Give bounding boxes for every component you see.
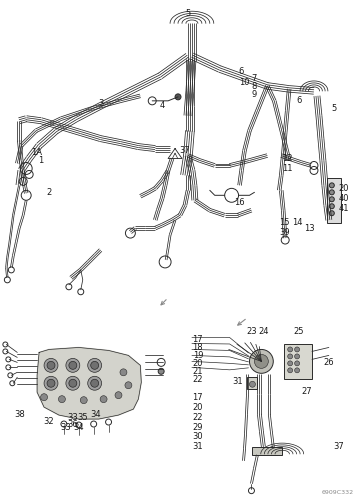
Circle shape bbox=[329, 204, 334, 208]
Circle shape bbox=[295, 347, 300, 352]
Text: 8: 8 bbox=[252, 82, 257, 92]
Text: 40: 40 bbox=[338, 194, 349, 203]
Text: 20: 20 bbox=[193, 359, 203, 368]
Circle shape bbox=[288, 361, 292, 366]
Text: 24: 24 bbox=[258, 327, 269, 336]
Text: 9: 9 bbox=[252, 90, 257, 100]
Bar bbox=[327, 178, 341, 223]
Text: 2: 2 bbox=[46, 188, 52, 197]
Text: 15: 15 bbox=[279, 218, 290, 226]
Circle shape bbox=[254, 354, 268, 368]
Text: 32: 32 bbox=[44, 416, 54, 426]
Circle shape bbox=[69, 380, 77, 387]
Text: 35: 35 bbox=[77, 412, 88, 422]
Text: 20: 20 bbox=[338, 184, 349, 193]
Circle shape bbox=[249, 350, 273, 374]
Text: 11: 11 bbox=[282, 164, 292, 173]
Text: 37: 37 bbox=[333, 442, 344, 452]
Text: 25: 25 bbox=[294, 327, 304, 336]
Text: 7: 7 bbox=[252, 74, 257, 84]
Text: 38: 38 bbox=[14, 410, 25, 418]
Circle shape bbox=[295, 354, 300, 359]
Bar bbox=[248, 378, 257, 389]
Text: 6: 6 bbox=[296, 96, 302, 106]
Text: 10: 10 bbox=[239, 78, 250, 88]
Circle shape bbox=[66, 376, 80, 390]
Text: 34: 34 bbox=[73, 422, 84, 432]
Circle shape bbox=[329, 210, 334, 216]
Circle shape bbox=[329, 190, 334, 195]
Text: 19: 19 bbox=[193, 351, 203, 360]
Text: 13: 13 bbox=[304, 224, 314, 232]
Circle shape bbox=[175, 94, 181, 100]
Text: 6909C332: 6909C332 bbox=[321, 490, 354, 494]
Text: 34: 34 bbox=[90, 410, 101, 418]
Text: 17: 17 bbox=[193, 392, 203, 402]
Text: 12: 12 bbox=[282, 154, 292, 163]
Text: 3: 3 bbox=[98, 100, 103, 108]
Circle shape bbox=[288, 368, 292, 373]
Text: 1: 1 bbox=[38, 156, 44, 165]
Text: 22: 22 bbox=[193, 375, 203, 384]
Circle shape bbox=[125, 382, 132, 388]
Text: 5: 5 bbox=[331, 104, 336, 114]
Circle shape bbox=[100, 396, 107, 402]
Polygon shape bbox=[37, 348, 141, 419]
Circle shape bbox=[249, 382, 256, 387]
Circle shape bbox=[44, 376, 58, 390]
Text: 36: 36 bbox=[67, 420, 78, 428]
Circle shape bbox=[47, 362, 55, 370]
Text: 26: 26 bbox=[324, 358, 334, 367]
Text: 41: 41 bbox=[338, 204, 349, 212]
Text: 14: 14 bbox=[292, 218, 302, 226]
Text: 18: 18 bbox=[193, 343, 203, 352]
Circle shape bbox=[120, 369, 127, 376]
Circle shape bbox=[44, 358, 58, 372]
Circle shape bbox=[329, 183, 334, 188]
Circle shape bbox=[288, 347, 292, 352]
Circle shape bbox=[88, 358, 102, 372]
Circle shape bbox=[91, 362, 98, 370]
Circle shape bbox=[115, 392, 122, 398]
Text: 20: 20 bbox=[193, 402, 203, 411]
Circle shape bbox=[88, 376, 102, 390]
Circle shape bbox=[288, 354, 292, 359]
Circle shape bbox=[47, 380, 55, 387]
Bar bbox=[284, 344, 312, 380]
Text: 27: 27 bbox=[302, 386, 312, 396]
Circle shape bbox=[66, 358, 80, 372]
Text: 29: 29 bbox=[193, 422, 203, 432]
Text: 1A: 1A bbox=[31, 148, 42, 157]
Circle shape bbox=[158, 368, 164, 374]
Circle shape bbox=[69, 362, 77, 370]
Bar bbox=[252, 447, 282, 455]
Text: 37: 37 bbox=[180, 146, 190, 155]
Text: 5: 5 bbox=[185, 9, 190, 18]
Text: 21: 21 bbox=[193, 367, 203, 376]
Text: 33: 33 bbox=[60, 422, 71, 432]
Text: 30: 30 bbox=[193, 432, 203, 442]
Text: 4: 4 bbox=[160, 102, 165, 110]
Text: 31: 31 bbox=[193, 442, 203, 452]
Text: 16: 16 bbox=[234, 198, 245, 207]
Circle shape bbox=[329, 197, 334, 202]
Text: 23: 23 bbox=[246, 327, 257, 336]
Circle shape bbox=[58, 396, 66, 402]
Text: 22: 22 bbox=[193, 412, 203, 422]
Text: 17: 17 bbox=[193, 335, 203, 344]
Circle shape bbox=[295, 361, 300, 366]
Circle shape bbox=[41, 394, 47, 400]
Text: 31: 31 bbox=[232, 377, 243, 386]
Text: 33: 33 bbox=[67, 412, 78, 422]
Text: 39: 39 bbox=[279, 228, 290, 236]
Circle shape bbox=[295, 368, 300, 373]
Circle shape bbox=[80, 396, 87, 404]
Text: 6: 6 bbox=[239, 66, 244, 76]
Circle shape bbox=[91, 380, 98, 387]
